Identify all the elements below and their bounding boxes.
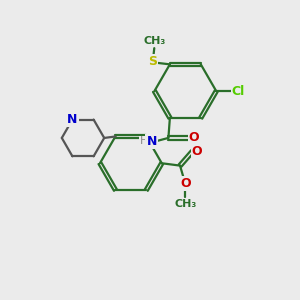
Text: H: H	[140, 136, 148, 146]
Text: O: O	[191, 145, 202, 158]
Text: O: O	[180, 177, 190, 190]
Text: CH₃: CH₃	[143, 36, 165, 46]
Text: CH₃: CH₃	[174, 199, 196, 208]
Text: Cl: Cl	[232, 85, 245, 98]
Text: S: S	[148, 56, 157, 68]
Text: N: N	[146, 135, 157, 148]
Text: O: O	[189, 131, 199, 144]
Text: N: N	[67, 113, 78, 126]
